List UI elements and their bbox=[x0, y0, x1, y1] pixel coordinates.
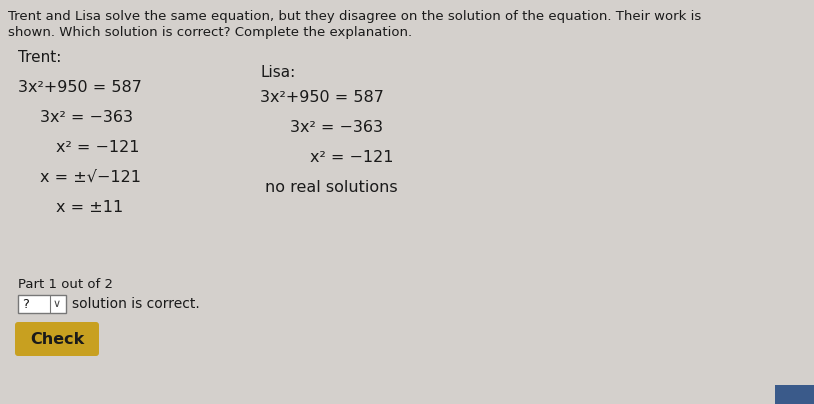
Text: Lisa:: Lisa: bbox=[260, 65, 295, 80]
Text: ?: ? bbox=[22, 297, 28, 311]
FancyBboxPatch shape bbox=[18, 295, 66, 313]
Text: x² = −121: x² = −121 bbox=[310, 150, 393, 165]
Text: x² = −121: x² = −121 bbox=[56, 140, 139, 155]
Text: solution is correct.: solution is correct. bbox=[72, 297, 199, 311]
Text: Trent:: Trent: bbox=[18, 50, 61, 65]
Text: 3x² = −363: 3x² = −363 bbox=[290, 120, 383, 135]
Text: ∨: ∨ bbox=[53, 299, 61, 309]
Text: Check: Check bbox=[30, 332, 84, 347]
FancyBboxPatch shape bbox=[775, 385, 814, 404]
FancyBboxPatch shape bbox=[15, 322, 99, 356]
Text: no real solutions: no real solutions bbox=[265, 180, 397, 195]
Text: 3x² = −363: 3x² = −363 bbox=[40, 110, 133, 125]
Text: 3x²+950 = 587: 3x²+950 = 587 bbox=[18, 80, 142, 95]
Text: x = ±11: x = ±11 bbox=[56, 200, 123, 215]
Text: Trent and Lisa solve the same equation, but they disagree on the solution of the: Trent and Lisa solve the same equation, … bbox=[8, 10, 701, 23]
Text: shown. Which solution is correct? Complete the explanation.: shown. Which solution is correct? Comple… bbox=[8, 26, 412, 39]
Text: Part 1 out of 2: Part 1 out of 2 bbox=[18, 278, 113, 291]
Text: x = ±√−121: x = ±√−121 bbox=[40, 170, 141, 185]
Text: 3x²+950 = 587: 3x²+950 = 587 bbox=[260, 90, 384, 105]
